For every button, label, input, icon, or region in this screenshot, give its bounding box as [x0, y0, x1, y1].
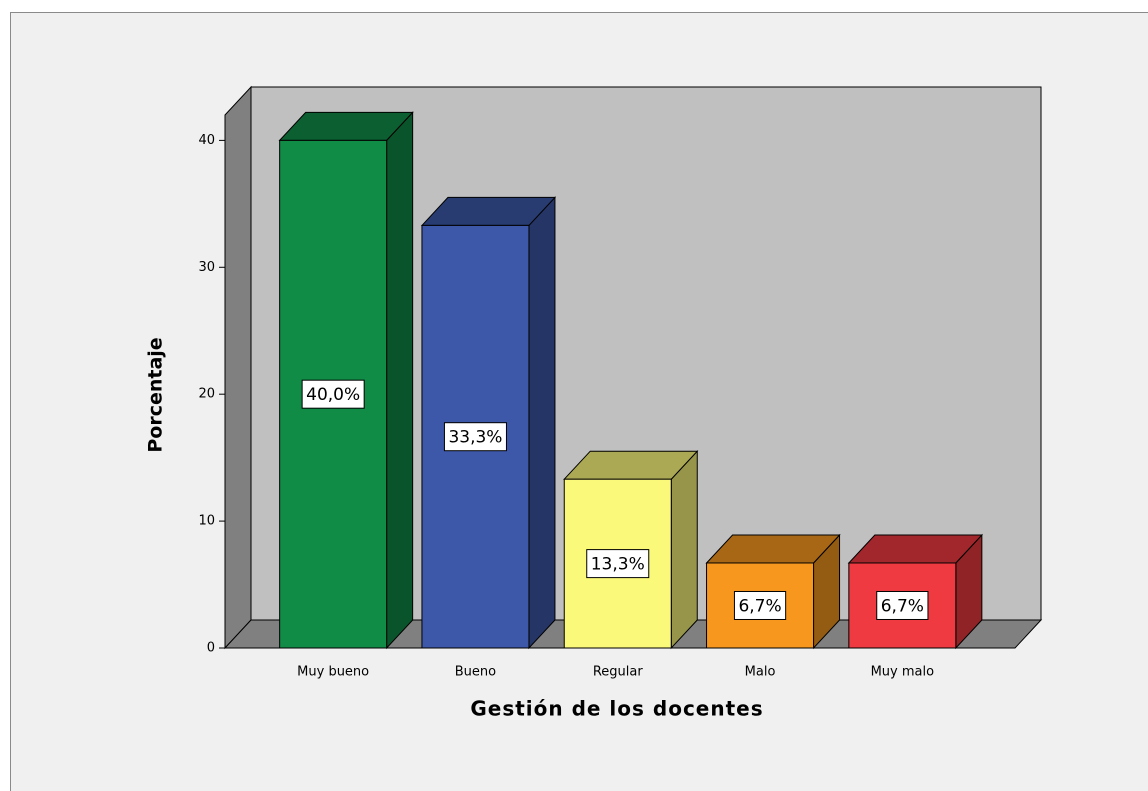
y-axis-title: Porcentaje	[145, 337, 167, 452]
bar	[279, 139, 388, 649]
value-label: 6,7%	[738, 596, 781, 616]
bar-side	[528, 196, 556, 650]
x-tick-label: Muy malo	[871, 665, 935, 680]
y-tick-label: 40	[198, 133, 215, 148]
value-label-box	[876, 590, 929, 620]
x-tick-label: Muy bueno	[297, 665, 369, 680]
side-wall	[224, 85, 252, 650]
x-axis-title: Gestión de los docentes	[470, 697, 763, 721]
value-label-box	[586, 549, 650, 579]
value-label-box	[301, 379, 365, 409]
y-tick-label: 30	[198, 260, 215, 275]
x-tick-label: Bueno	[455, 665, 496, 680]
y-tick-label: 20	[198, 387, 215, 402]
bar-side	[386, 111, 414, 650]
value-label: 13,3%	[591, 555, 645, 575]
y-tick-label: 10	[198, 514, 215, 529]
value-label-box	[443, 422, 507, 452]
bar-side	[670, 449, 698, 650]
x-tick-label: Malo	[745, 665, 776, 680]
value-label: 33,3%	[448, 428, 502, 448]
y-tick-label: 0	[207, 641, 215, 656]
value-label: 6,7%	[881, 596, 924, 616]
value-label: 40,0%	[306, 385, 360, 405]
x-tick-label: Regular	[593, 665, 644, 680]
value-label-box	[733, 590, 787, 620]
